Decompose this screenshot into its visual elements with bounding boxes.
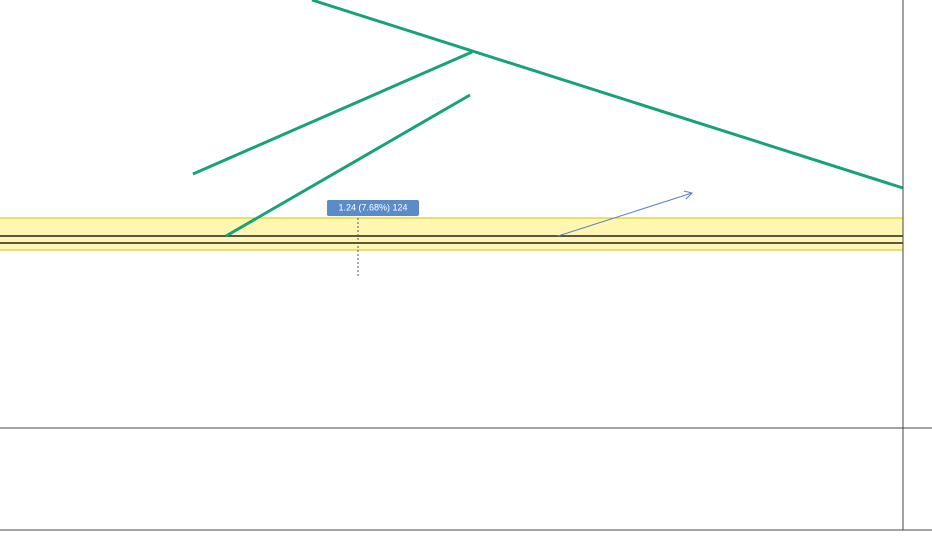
trend-line: [311, 0, 904, 190]
measure-box: [327, 200, 419, 216]
trend-line: [225, 93, 471, 238]
support-zone: [0, 218, 903, 250]
arrow-line: [557, 192, 693, 237]
trend-line: [192, 50, 473, 176]
arrow-head: [683, 190, 693, 200]
measure-label: 1.24 (7.68%) 124: [338, 202, 407, 212]
